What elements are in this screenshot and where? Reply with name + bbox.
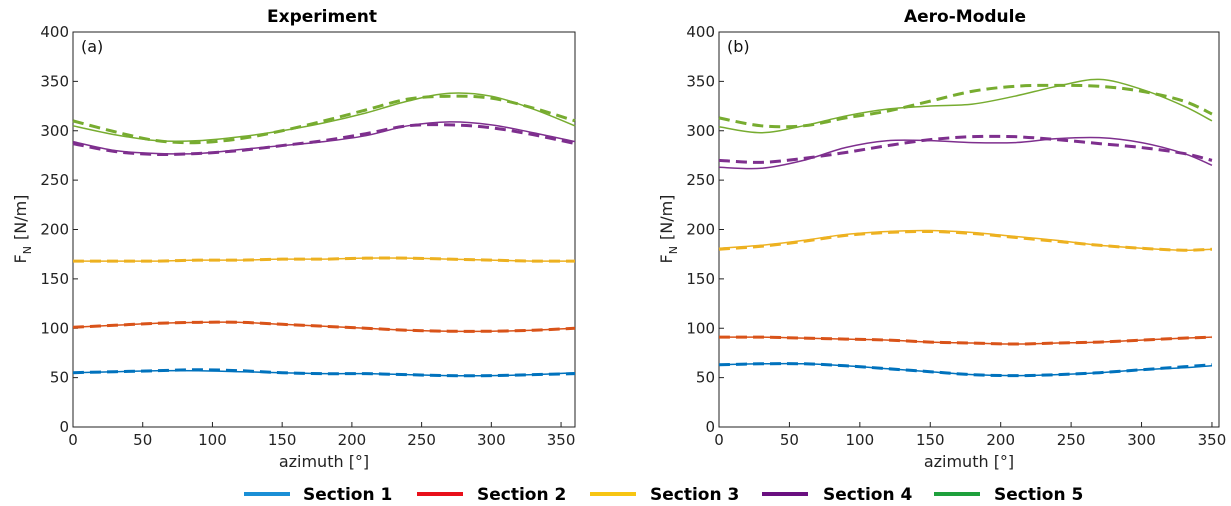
series-line-section-1-dashed [72, 368, 576, 378]
legend-label: Section 4 [823, 485, 913, 505]
legend-label: Section 5 [994, 485, 1083, 505]
legend-label: Section 2 [477, 485, 566, 505]
x-tick-label: 150 [916, 431, 945, 449]
y-tick-label: 150 [40, 270, 69, 288]
x-tick-label: 50 [133, 431, 152, 449]
x-tick-label: 300 [1127, 431, 1156, 449]
legend-label: Section 3 [650, 485, 739, 505]
series-line-section-5-dashed [718, 83, 1213, 129]
y-tick-label: 250 [40, 171, 69, 189]
series-line-section-4-dashed [718, 134, 1213, 164]
panel-experiment: Experiment (a) 050100150200250300350400 … [11, 7, 576, 471]
chart-title: Aero-Module [904, 7, 1026, 27]
series-lines [718, 78, 1213, 378]
series-line-section-2-solid [718, 336, 1212, 345]
x-tick-label: 200 [986, 431, 1015, 449]
panel-label: (b) [727, 37, 750, 56]
y-tick-label: 100 [40, 319, 69, 337]
x-tick-label: 350 [1198, 431, 1227, 449]
y-ticks: 0 50 100 150 200 250 300 350 400 [40, 23, 78, 436]
x-ticks: 0 50 100 150 200 250 300 350 [68, 422, 575, 449]
series-line-section-2-dashed [72, 320, 576, 333]
y-tick-label: 350 [686, 72, 715, 90]
y-tick-label: 200 [686, 221, 715, 239]
x-tick-label: 250 [1057, 431, 1086, 449]
x-tick-label: 300 [477, 431, 506, 449]
y-axis-label-main: F [11, 254, 30, 263]
panel-aero-module: Aero-Module (b) 0 50 100 150 200 250 300 350 400… [657, 7, 1226, 471]
series-line-section-1-solid [718, 362, 1213, 377]
y-tick-label: 300 [40, 122, 69, 140]
plot-frame [72, 31, 576, 428]
y-tick-label: 400 [40, 23, 69, 41]
y-ticks: 0 50 100 150 200 250 300 350 400 [686, 23, 724, 436]
y-axis-label-unit: [N/m] [11, 195, 30, 240]
legend-item-section-4: Section 4 [762, 485, 913, 505]
x-tick-label: 150 [268, 431, 297, 449]
y-tick-label: 200 [40, 221, 69, 239]
y-axis-label-unit: [N/m] [657, 195, 676, 240]
y-tick-label: 50 [50, 369, 69, 387]
x-tick-label: 0 [68, 431, 78, 449]
legend-item-section-3: Section 3 [590, 485, 739, 505]
x-ticks: 0 50 100 150 200 250 300 350 [714, 422, 1226, 449]
series-lines [72, 92, 576, 378]
y-axis-label: FN [N/m] [11, 195, 34, 264]
y-axis-label-sub: N [21, 246, 34, 254]
legend-item-section-5: Section 5 [934, 485, 1083, 505]
series-line-section-4-solid [718, 136, 1213, 170]
x-tick-label: 200 [338, 431, 367, 449]
y-tick-label: 0 [705, 418, 715, 436]
y-tick-label: 250 [686, 171, 715, 189]
y-tick-label: 50 [696, 369, 715, 387]
y-axis-label: FN [N/m] [657, 195, 680, 264]
panel-label: (a) [81, 37, 103, 56]
series-line-section-5-dashed [72, 94, 576, 145]
x-tick-label: 250 [407, 431, 436, 449]
y-tick-label: 100 [686, 319, 715, 337]
series-line-section-4-solid [72, 121, 576, 155]
y-tick-label: 300 [686, 122, 715, 140]
x-tick-label: 350 [547, 431, 576, 449]
y-tick-label: 150 [686, 270, 715, 288]
series-line-section-5-solid [718, 78, 1213, 134]
x-tick-label: 100 [198, 431, 227, 449]
x-tick-label: 100 [846, 431, 875, 449]
legend: Section 1 Section 2 Section 3 Section 4 … [244, 485, 1083, 505]
x-tick-label: 50 [780, 431, 799, 449]
x-axis-label: azimuth [°] [924, 452, 1014, 471]
legend-item-section-1: Section 1 [244, 485, 392, 505]
y-axis-label-main: F [657, 254, 676, 263]
y-tick-label: 350 [40, 72, 69, 90]
x-axis-label: azimuth [°] [279, 452, 369, 471]
y-axis-label-sub: N [667, 246, 680, 254]
y-tick-label: 400 [686, 23, 715, 41]
x-tick-label: 0 [714, 431, 724, 449]
legend-item-section-2: Section 2 [417, 485, 566, 505]
legend-label: Section 1 [303, 485, 392, 505]
y-tick-label: 0 [59, 418, 69, 436]
series-line-section-3-dashed [73, 256, 576, 263]
chart-title: Experiment [267, 7, 377, 27]
